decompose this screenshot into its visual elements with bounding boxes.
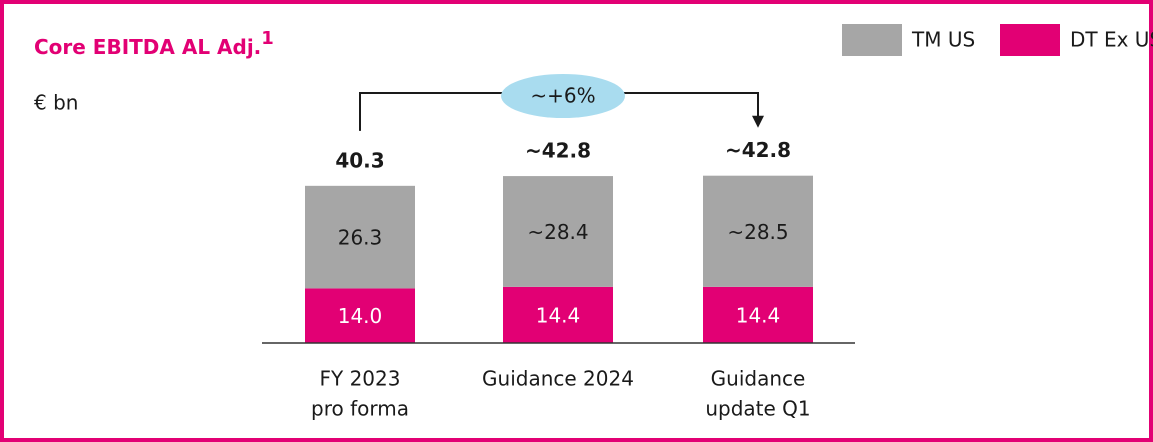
x-tick-label: FY 2023: [320, 367, 401, 391]
total-label: ~42.8: [725, 138, 791, 162]
bar-segment: [305, 288, 415, 343]
legend-swatch: [842, 24, 902, 56]
legend-label: DT Ex US: [1070, 28, 1153, 52]
value-label: 14.0: [338, 304, 383, 328]
x-tick-label: update Q1: [705, 397, 810, 421]
title-text: Core EBITDA AL Adj.: [34, 35, 261, 59]
value-label: 14.4: [736, 303, 781, 327]
annotation-bubble: [501, 74, 625, 118]
value-label: ~28.4: [527, 220, 588, 244]
arrowhead: [752, 115, 764, 128]
value-label: ~28.5: [727, 220, 788, 244]
chart-title: Core EBITDA AL Adj.1: [34, 28, 274, 59]
legend-swatch: [1000, 24, 1060, 56]
x-tick-label: Guidance: [711, 367, 806, 391]
subtitle: € bn: [34, 91, 78, 115]
frame-edge: [0, 0, 4, 442]
total-label: ~42.8: [525, 139, 591, 163]
bar-segment: [703, 286, 813, 343]
annotation: ~+6%: [530, 84, 595, 108]
bar-segment: [305, 185, 415, 289]
bar-segment: [503, 286, 613, 343]
x-tick-label: pro forma: [311, 397, 409, 421]
bar-segment: [703, 175, 813, 287]
value-label: 26.3: [338, 226, 383, 250]
x-tick-label: Guidance 2024: [482, 367, 634, 391]
value-label: 14.4: [536, 303, 581, 327]
bar-segment: [503, 176, 613, 287]
legend-label: TM US: [911, 28, 975, 52]
total-label: 40.3: [335, 148, 384, 172]
title-footnote: 1: [261, 28, 274, 49]
